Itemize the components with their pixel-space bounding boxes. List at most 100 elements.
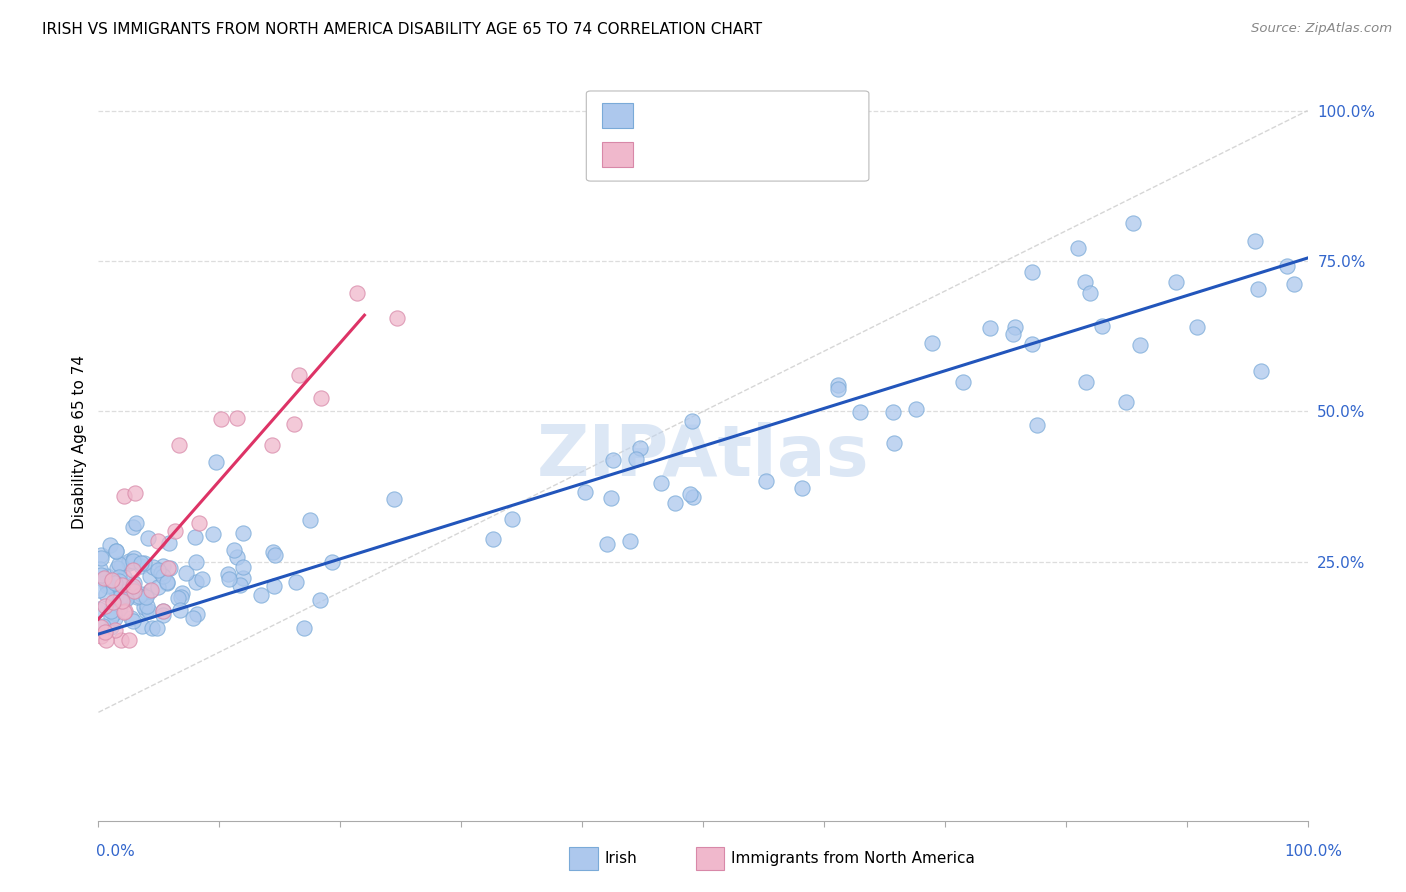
Point (104, 591, 127, 606)
Point (146, 563, 169, 577)
Point (792, 481, 814, 495)
Point (166, 591, 188, 605)
Point (170, 591, 193, 605)
Point (146, 534, 169, 549)
Point (482, 533, 505, 547)
Point (90, 548, 112, 562)
Point (132, 599, 155, 614)
Point (1247, 282, 1270, 296)
Point (1244, 234, 1267, 248)
Point (110, 559, 132, 574)
Point (124, 583, 146, 598)
Point (232, 571, 254, 585)
Point (226, 410, 249, 425)
Point (264, 548, 287, 562)
Point (1004, 320, 1026, 334)
Point (139, 569, 162, 583)
Point (122, 563, 145, 577)
Text: Source: ZipAtlas.com: Source: ZipAtlas.com (1251, 22, 1392, 36)
Point (232, 525, 254, 540)
Point (628, 441, 651, 455)
Point (664, 496, 686, 510)
Point (100, 620, 122, 634)
Point (103, 576, 125, 591)
Point (91, 572, 114, 586)
Point (121, 582, 143, 596)
Point (156, 576, 179, 591)
Point (110, 633, 132, 648)
Point (110, 594, 132, 608)
Point (883, 435, 905, 450)
Point (382, 492, 405, 507)
Point (96, 569, 118, 583)
Point (321, 555, 343, 569)
Point (921, 335, 943, 350)
Point (152, 604, 174, 618)
Point (181, 611, 204, 625)
Point (121, 519, 143, 533)
Text: R = 0.676   N =  35: R = 0.676 N = 35 (638, 147, 800, 161)
Point (105, 561, 128, 575)
Point (152, 608, 174, 623)
Point (129, 558, 152, 573)
Point (96, 579, 118, 593)
Point (135, 591, 157, 605)
Point (152, 569, 174, 583)
Point (108, 600, 131, 615)
Point (93, 599, 115, 614)
Point (574, 485, 596, 500)
Point (309, 392, 332, 406)
Point (309, 593, 332, 607)
Point (139, 584, 162, 599)
Point (681, 414, 703, 428)
Point (157, 561, 180, 575)
Point (118, 633, 141, 648)
Point (87, 601, 110, 615)
Point (263, 579, 285, 593)
Point (152, 558, 174, 573)
Point (112, 489, 135, 503)
Point (650, 476, 672, 491)
Text: 100.0%: 100.0% (1285, 845, 1343, 859)
Point (98, 578, 121, 592)
Point (262, 545, 284, 559)
Point (156, 575, 179, 590)
Point (1275, 259, 1298, 273)
Point (217, 567, 239, 582)
Point (152, 604, 174, 618)
Point (103, 607, 125, 621)
Point (346, 286, 368, 301)
Point (952, 375, 974, 389)
Point (501, 512, 523, 526)
Point (1078, 286, 1101, 301)
Point (93, 571, 115, 585)
Point (1164, 275, 1187, 289)
Point (124, 486, 146, 500)
Point (122, 551, 145, 566)
Point (1284, 277, 1306, 291)
Point (94, 587, 117, 601)
Point (104, 610, 127, 624)
Point (1090, 318, 1112, 333)
Point (201, 527, 224, 541)
Point (111, 594, 134, 608)
Point (104, 623, 127, 637)
Point (186, 607, 208, 622)
Point (107, 574, 129, 588)
Point (218, 572, 240, 586)
Point (827, 378, 849, 392)
Point (135, 603, 157, 617)
Point (124, 576, 146, 591)
Point (905, 402, 928, 417)
Point (849, 405, 872, 419)
Point (595, 537, 617, 551)
Point (1001, 326, 1024, 341)
Point (600, 491, 623, 506)
Point (1129, 338, 1152, 352)
Point (619, 533, 641, 548)
Point (284, 575, 307, 590)
Point (139, 583, 162, 598)
Point (679, 486, 702, 500)
Point (118, 556, 141, 570)
Point (1250, 364, 1272, 378)
